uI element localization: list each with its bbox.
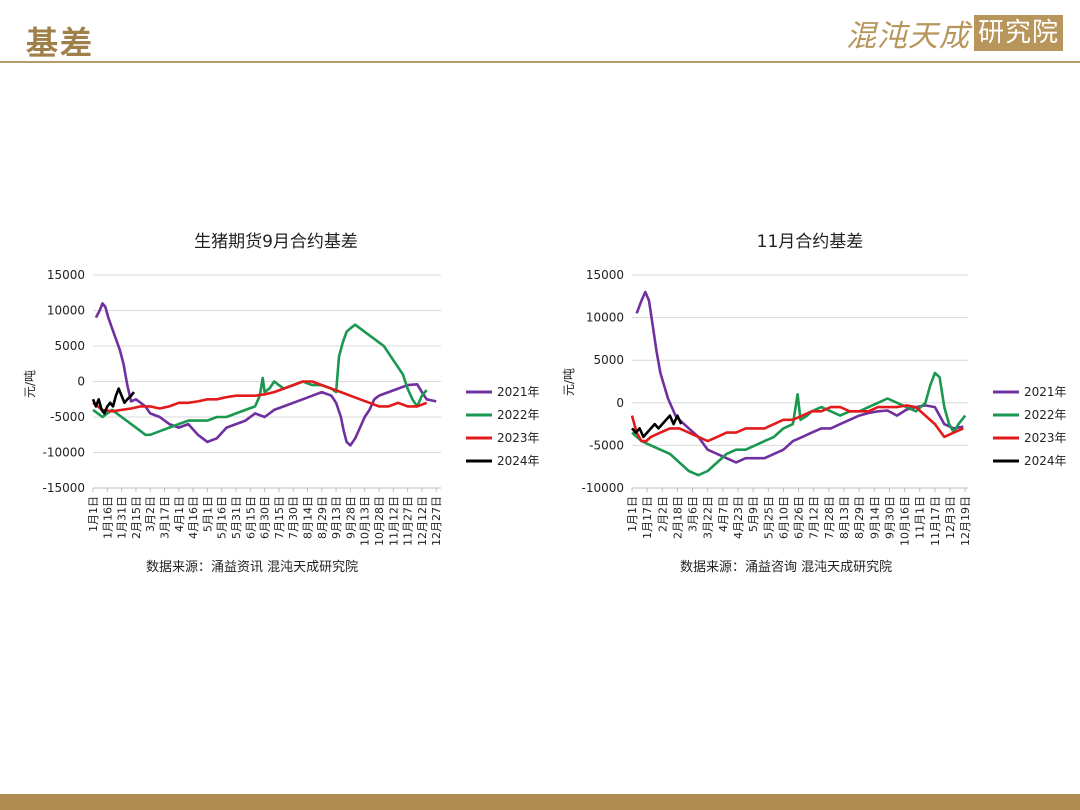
x-tick-label: 9月30日 xyxy=(883,496,896,539)
chart-title: 11月合约基差 xyxy=(757,232,864,252)
series-line-2024年 xyxy=(631,414,683,439)
x-tick-label: 4月7日 xyxy=(717,496,730,532)
chart-title: 生猪期货9月合约基差 xyxy=(194,232,358,252)
chart2-source-note: 数据来源：涌益咨询 混沌天成研究院 xyxy=(680,560,893,575)
footer-bar xyxy=(0,794,1080,810)
legend-label: 2022年 xyxy=(497,408,540,422)
x-tick-label: 2月18日 xyxy=(671,496,684,539)
legend-label: 2023年 xyxy=(497,431,540,445)
x-tick-label: 6月30日 xyxy=(259,496,272,539)
legend-label: 2022年 xyxy=(1024,408,1067,422)
x-tick-label: 11月17日 xyxy=(929,496,942,546)
y-tick-label: -10000 xyxy=(581,481,624,495)
x-tick-label: 10月13日 xyxy=(359,496,372,546)
y-tick-label: -5000 xyxy=(589,438,624,452)
brand-logo: 混沌天成 研究院 xyxy=(846,14,1064,54)
series-line-2023年 xyxy=(630,404,964,443)
x-tick-label: 7月30日 xyxy=(287,496,300,539)
series-line-2021年 xyxy=(635,290,964,464)
y-tick-label: 0 xyxy=(616,396,624,410)
series-line-2023年 xyxy=(92,380,428,413)
x-tick-label: 8月14日 xyxy=(302,496,315,539)
x-tick-label: 9月13日 xyxy=(330,496,343,539)
x-tick-label: 5月31日 xyxy=(230,496,243,539)
x-tick-label: 11月12日 xyxy=(387,496,400,546)
x-tick-label: 12月19日 xyxy=(959,496,972,546)
logo-box-text: 研究院 xyxy=(974,15,1064,51)
x-tick-label: 6月10日 xyxy=(777,496,790,539)
x-tick-label: 8月13日 xyxy=(838,496,851,539)
y-tick-label: -10000 xyxy=(42,446,85,460)
series-line-2021年 xyxy=(94,302,437,447)
x-tick-label: 8月29日 xyxy=(316,496,329,539)
x-tick-label: 7月12日 xyxy=(808,496,821,539)
x-tick-label: 12月12日 xyxy=(416,496,429,546)
x-tick-label: 5月16日 xyxy=(216,496,229,539)
x-tick-label: 9月14日 xyxy=(868,496,881,539)
y-axis-label: 元/吨 xyxy=(23,370,37,398)
series-line-2024年 xyxy=(91,387,136,415)
y-tick-label: 15000 xyxy=(47,268,85,282)
logo-brush-text: 混沌天成 xyxy=(846,19,970,54)
x-tick-label: 9月28日 xyxy=(344,496,357,539)
legend-label: 2021年 xyxy=(497,385,540,399)
page-title: 基差 xyxy=(26,24,95,62)
x-tick-label: 1月31日 xyxy=(116,496,129,539)
x-tick-label: 7月15日 xyxy=(273,496,286,539)
x-tick-label: 4月16日 xyxy=(187,496,200,539)
x-tick-label: 3月6日 xyxy=(687,496,700,532)
x-tick-label: 2月15日 xyxy=(130,496,143,539)
legend-label: 2024年 xyxy=(1024,454,1067,468)
header-divider xyxy=(0,61,1080,63)
x-tick-label: 5月1日 xyxy=(201,496,214,532)
y-tick-label: 10000 xyxy=(47,304,85,318)
x-tick-label: 1月17日 xyxy=(641,496,654,539)
y-tick-label: -5000 xyxy=(50,410,85,424)
x-tick-label: 8月29日 xyxy=(853,496,866,539)
x-tick-label: 3月22日 xyxy=(702,496,715,539)
x-tick-label: 1月1日 xyxy=(626,496,639,532)
legend-label: 2023年 xyxy=(1024,431,1067,445)
x-tick-label: 4月23日 xyxy=(732,496,745,539)
series-line-2022年 xyxy=(92,323,428,437)
x-tick-label: 11月1日 xyxy=(914,496,927,539)
series-line-2022年 xyxy=(631,371,967,477)
x-tick-label: 2月2日 xyxy=(656,496,669,532)
x-tick-label: 10月16日 xyxy=(899,496,912,546)
legend-label: 2021年 xyxy=(1024,385,1067,399)
x-tick-label: 6月26日 xyxy=(793,496,806,539)
x-tick-label: 12月3日 xyxy=(944,496,957,539)
x-tick-label: 10月28日 xyxy=(373,496,386,546)
y-tick-label: -15000 xyxy=(42,481,85,495)
chart1-source-note: 数据来源：涌益资讯 混沌天成研究院 xyxy=(146,560,359,575)
y-tick-label: 10000 xyxy=(586,311,624,325)
x-tick-label: 6月15日 xyxy=(244,496,257,539)
x-tick-label: 4月1日 xyxy=(173,496,186,532)
x-tick-label: 5月9日 xyxy=(747,496,760,532)
x-tick-label: 7月28日 xyxy=(823,496,836,539)
x-tick-label: 1月16日 xyxy=(101,496,114,539)
y-tick-label: 15000 xyxy=(586,268,624,282)
x-tick-label: 5月25日 xyxy=(762,496,775,539)
x-tick-label: 12月27日 xyxy=(430,496,443,546)
legend-label: 2024年 xyxy=(497,454,540,468)
x-tick-label: 11月27日 xyxy=(402,496,415,546)
y-axis-label: 元/吨 xyxy=(562,368,576,396)
x-tick-label: 1月1日 xyxy=(87,496,100,532)
x-tick-label: 3月17日 xyxy=(159,496,172,539)
y-tick-label: 5000 xyxy=(593,353,624,367)
x-tick-label: 3月2日 xyxy=(144,496,157,532)
y-tick-label: 5000 xyxy=(54,339,85,353)
y-tick-label: 0 xyxy=(77,375,85,389)
